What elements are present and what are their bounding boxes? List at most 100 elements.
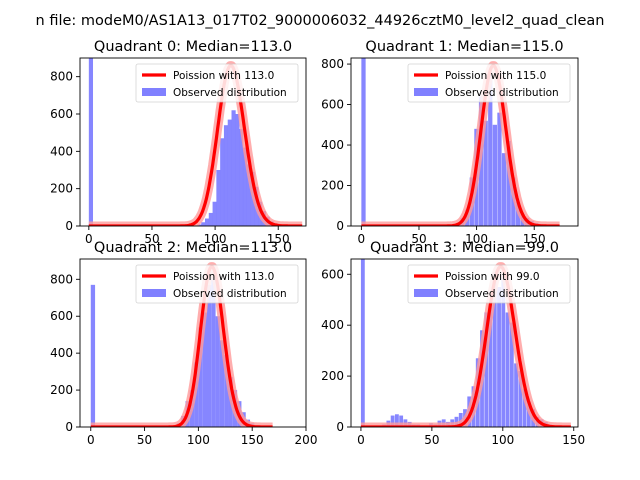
legend: Poission with 115.0 Observed distribution: [407, 63, 571, 103]
poisson-curve: [360, 63, 561, 226]
histogram-bar: [227, 119, 232, 226]
legend-box: [135, 264, 299, 304]
histogram-bar: [509, 322, 514, 427]
histogram-bar: [492, 271, 497, 427]
y-tick-label: 0: [336, 219, 344, 233]
legend-poisson-label: Poission with 115.0: [445, 70, 546, 82]
histogram-bar: [206, 284, 212, 427]
histogram-bar: [492, 124, 497, 226]
legend-observed-swatch: [142, 88, 166, 96]
legend-poisson-label: Poission with 113.0: [173, 70, 274, 82]
histogram-bar: [88, 58, 94, 226]
histogram-bar: [239, 128, 244, 226]
panel-title: Quadrant 1: Median=115.0: [365, 39, 563, 55]
x-tick-label: 150: [267, 232, 290, 246]
histogram-bar: [522, 388, 527, 427]
histogram-bar: [399, 415, 404, 427]
legend-poisson-label: Poission with 99.0: [445, 271, 540, 283]
x-tick-label: 150: [562, 433, 585, 447]
histogram-bar: [511, 177, 516, 226]
y-tick-label: 600: [321, 98, 344, 112]
axes-frame: [350, 258, 579, 428]
x-tick-label: 0: [357, 433, 365, 447]
histogram-bar: [197, 224, 202, 226]
x-tick-label: 100: [491, 433, 514, 447]
legend-observed-label: Observed distribution: [445, 87, 559, 99]
histogram-bar: [204, 218, 210, 226]
x-tick-label: 100: [465, 232, 488, 246]
histogram-bar: [235, 114, 240, 226]
plot-area: [85, 58, 306, 226]
histogram-bar: [212, 201, 217, 226]
histogram-bar: [390, 415, 395, 427]
histogram-bar: [501, 274, 506, 427]
histogram-bar: [484, 312, 489, 427]
poisson-curve: [360, 265, 572, 427]
legend: Poission with 99.0 Observed distribution: [407, 264, 571, 304]
histogram-bar: [361, 58, 366, 226]
histogram-bar: [488, 72, 493, 226]
x-tick-label: 0: [85, 232, 93, 246]
legend: Poission with 113.0 Observed distribution: [135, 264, 299, 304]
y-tick-label: 400: [321, 138, 344, 152]
y-tick-label: 800: [321, 57, 344, 71]
quadrant-0-panel: 0 50 100 150 0 200 400 600 800 Poission with 113.…: [50, 39, 307, 246]
x-tick-label: 50: [411, 232, 426, 246]
axes-frame: [79, 258, 307, 428]
x-tick-label: 50: [137, 433, 152, 447]
histogram-bar: [518, 371, 523, 427]
histogram-bar: [242, 147, 248, 226]
histogram-bar: [223, 125, 229, 226]
y-tick-label: 200: [50, 182, 73, 196]
panel-title: Quadrant 3: Median=99.0: [370, 240, 559, 256]
x-tick-label: 100: [187, 433, 210, 447]
poisson-curve: [90, 265, 274, 427]
histogram-bar: [246, 164, 251, 226]
legend-observed-label: Observed distribution: [173, 288, 287, 300]
legend: Poission with 113.0 Observed distribution: [135, 63, 299, 103]
histogram-bar: [497, 287, 501, 427]
figure-suptitle: n file: modeM0/AS1A13_017T02_9000006032_…: [36, 13, 605, 29]
legend-observed-swatch: [414, 289, 438, 297]
histogram-bar: [219, 340, 225, 427]
legend-box: [407, 264, 571, 304]
axes-frame: [350, 57, 579, 227]
x-tick-label: 0: [358, 232, 366, 246]
histogram-bar: [211, 277, 216, 427]
legend-observed-swatch: [142, 289, 166, 297]
histogram-bar: [198, 327, 203, 427]
x-tick-label: 100: [204, 232, 227, 246]
histogram-bar: [201, 222, 206, 226]
y-tick-label: 200: [50, 383, 73, 397]
axes-frame: [79, 57, 307, 227]
y-tick-label: 400: [50, 346, 73, 360]
histogram-bar: [220, 138, 225, 226]
y-tick-label: 600: [50, 107, 73, 121]
histogram-bar: [208, 212, 213, 226]
histogram-bar: [497, 112, 502, 226]
y-tick-label: 200: [321, 179, 344, 193]
y-tick-label: 400: [321, 318, 344, 332]
y-tick-label: 400: [50, 144, 73, 158]
y-tick-label: 600: [321, 267, 344, 281]
y-tick-label: 0: [65, 420, 73, 434]
x-tick-label: 150: [241, 433, 264, 447]
histogram-bar: [231, 110, 236, 226]
histogram-bar: [224, 355, 229, 427]
histogram-bar: [514, 363, 518, 427]
x-tick-label: 50: [424, 433, 439, 447]
y-tick-label: 800: [50, 70, 73, 84]
histogram-bar: [505, 312, 510, 427]
histogram-bar: [488, 304, 493, 427]
legend-poisson-label: Poission with 113.0: [173, 271, 274, 283]
y-tick-label: 0: [65, 219, 73, 233]
histogram-bar: [216, 170, 221, 226]
legend-observed-swatch: [414, 88, 438, 96]
poisson-curve: [88, 63, 303, 226]
histogram-bar: [506, 140, 511, 226]
plot-area: [358, 58, 563, 226]
histogram-bar: [501, 153, 507, 226]
histogram-bar: [483, 120, 488, 226]
y-tick-label: 800: [50, 272, 73, 286]
